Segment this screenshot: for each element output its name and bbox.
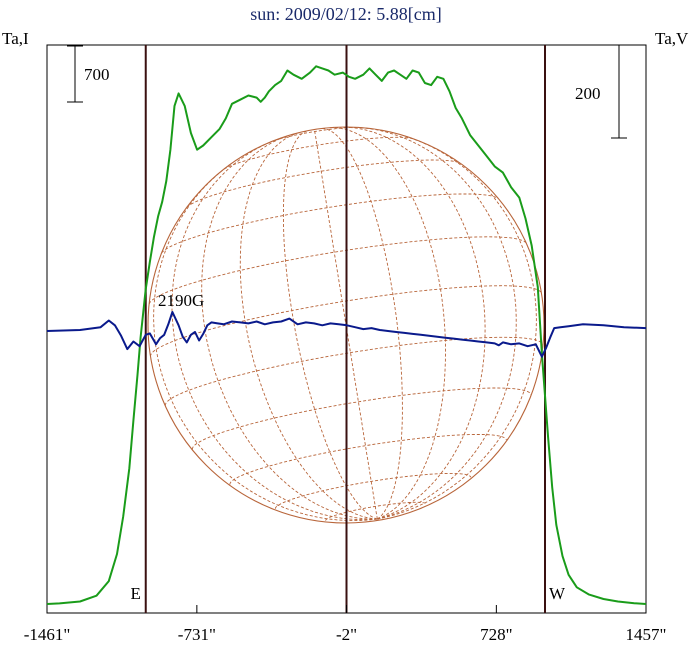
longitude-line	[314, 129, 378, 520]
x-tick-label: -1461"	[24, 625, 71, 644]
chart-title: sun: 2009/02/12: 5.88[cm]	[250, 4, 442, 24]
left-axis-label: Ta,I	[2, 29, 29, 48]
longitude-line	[201, 135, 378, 520]
right-axis-label: Ta,V	[655, 29, 689, 48]
longitude-line	[171, 141, 378, 521]
scale-bar-label: 200	[575, 84, 601, 103]
longitude-line	[239, 132, 378, 520]
intensity-line	[46, 65, 647, 605]
annotations: 2190G	[158, 291, 204, 310]
x-tick-label: 1457"	[626, 625, 667, 644]
x-axis-ticks: -1461" -731" -2" 728" 1457"	[24, 605, 667, 644]
x-tick-label: -2"	[336, 625, 357, 644]
longitude-line	[153, 162, 378, 522]
x-tick-label: -731"	[178, 625, 216, 644]
latitude-line	[164, 336, 544, 406]
latitude-line	[274, 472, 472, 509]
longitude-line	[343, 126, 486, 520]
longitude-line	[282, 130, 378, 520]
latitude-line	[161, 193, 499, 254]
longitude-line	[359, 126, 517, 520]
limb-marker-label: E	[131, 584, 141, 603]
latitude-line	[186, 159, 461, 208]
latitude-line	[223, 136, 413, 170]
series-layer	[46, 65, 647, 605]
longitude-line	[329, 127, 446, 520]
solar-disk-grid	[147, 126, 545, 524]
annotation-label: 2190G	[158, 291, 204, 310]
scale-bar-right: 200	[575, 44, 627, 139]
polarization-line	[46, 311, 647, 358]
scale-bar-label: 700	[84, 65, 110, 84]
scale-bar-left: 700	[67, 45, 110, 103]
longitude-line	[322, 128, 403, 520]
x-tick-label: 728"	[480, 625, 512, 644]
latitude-line	[148, 236, 527, 305]
longitude-line	[377, 135, 537, 520]
scale-bars: 700 200	[67, 44, 627, 139]
limb-marker-label: W	[549, 584, 566, 603]
latitude-line	[191, 387, 532, 450]
